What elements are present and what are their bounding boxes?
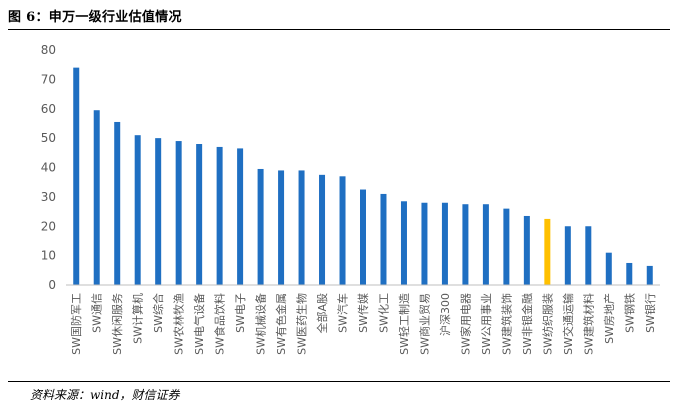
x-tick-label: SW建筑装饰 bbox=[499, 293, 513, 355]
bar bbox=[421, 202, 428, 285]
bar bbox=[400, 201, 407, 285]
x-tick-label: SW非银金融 bbox=[520, 293, 534, 355]
x-tick-label: SW农林牧渔 bbox=[172, 293, 186, 355]
top-rule bbox=[8, 29, 670, 30]
x-tick-label: SW食品饮料 bbox=[213, 293, 227, 355]
x-tick-label: SW商业贸易 bbox=[417, 293, 431, 355]
y-tick-label: 20 bbox=[41, 219, 56, 233]
x-tick-label: 全部A股 bbox=[315, 293, 329, 334]
bar bbox=[523, 215, 530, 285]
x-tick-label: SW通信 bbox=[91, 293, 104, 333]
bar bbox=[278, 170, 285, 285]
x-tick-label: SW交通运输 bbox=[561, 293, 575, 355]
bar bbox=[605, 252, 612, 285]
bar bbox=[626, 262, 633, 285]
y-tick-label: 70 bbox=[41, 72, 56, 86]
bar bbox=[216, 146, 223, 285]
x-tick-label: SW汽车 bbox=[336, 293, 350, 333]
bar bbox=[175, 141, 182, 285]
y-tick-label: 0 bbox=[48, 278, 56, 292]
bar bbox=[441, 202, 448, 285]
bar bbox=[482, 204, 489, 285]
bar bbox=[237, 148, 244, 285]
bar bbox=[73, 67, 80, 286]
bottom-rule bbox=[8, 381, 670, 382]
y-tick-label: 10 bbox=[41, 249, 56, 263]
bars-group bbox=[73, 67, 653, 286]
bar bbox=[134, 135, 141, 285]
x-tick-label: SW银行 bbox=[643, 293, 657, 333]
y-tick-label: 50 bbox=[41, 131, 56, 145]
figure-header: 图 6：申万一级行业估值情况 bbox=[8, 6, 670, 28]
bar bbox=[339, 176, 346, 285]
bar bbox=[257, 168, 264, 285]
y-tick-label: 30 bbox=[41, 190, 56, 204]
bar bbox=[462, 204, 469, 285]
x-tick-label: SW传媒 bbox=[357, 293, 370, 333]
x-tick-label: SW电子 bbox=[234, 293, 247, 333]
x-tick-label: SW综合 bbox=[151, 293, 165, 333]
y-tick-label: 40 bbox=[41, 161, 56, 175]
x-tick-label: SW国防军工 bbox=[69, 293, 83, 355]
y-axis: 0 10 20 30 40 50 60 70 80 bbox=[41, 43, 56, 292]
bar bbox=[564, 226, 571, 285]
x-tick-label: SW机械设备 bbox=[254, 293, 268, 355]
bar bbox=[360, 189, 366, 285]
bar bbox=[196, 144, 203, 285]
source-note: 资料来源：wind，财信证券 bbox=[30, 388, 180, 402]
x-tick-label: SW休闲服务 bbox=[110, 293, 124, 355]
x-tick-label: SW医药生物 bbox=[295, 293, 309, 355]
bar bbox=[585, 226, 592, 285]
x-tick-label: SW纺织服装 bbox=[540, 293, 554, 355]
bar bbox=[93, 110, 100, 285]
bar bbox=[319, 174, 326, 285]
x-tick-label: SW计算机 bbox=[131, 293, 145, 344]
x-tick-label: SW化工 bbox=[376, 293, 390, 333]
x-tick-label: 沪深300 bbox=[438, 293, 452, 336]
x-tick-label: SW有色金属 bbox=[274, 293, 288, 355]
x-axis-labels: SW国防军工 SW通信 SW休闲服务 SW计算机 SW综合 SW农林牧渔 SW电气设备 SW食… bbox=[69, 293, 657, 355]
bar bbox=[380, 193, 387, 285]
bar bbox=[544, 218, 551, 285]
bar bbox=[155, 138, 162, 286]
y-tick-label: 60 bbox=[41, 102, 56, 116]
bar bbox=[114, 121, 121, 285]
bar bbox=[646, 265, 653, 285]
bar bbox=[503, 208, 510, 286]
x-tick-label: SW钢铁 bbox=[623, 293, 636, 333]
x-tick-label: SW家用电器 bbox=[458, 293, 472, 355]
x-tick-label: SW公用事业 bbox=[480, 293, 493, 355]
y-tick-label: 80 bbox=[41, 43, 56, 57]
bar bbox=[298, 170, 305, 285]
x-tick-label: SW房地产 bbox=[602, 293, 616, 344]
x-tick-label: SW轻工制造 bbox=[397, 293, 411, 355]
figure-title: 图 6：申万一级行业估值情况 bbox=[8, 10, 182, 25]
x-tick-label: SW电气设备 bbox=[192, 293, 206, 355]
x-tick-label: SW建筑材料 bbox=[581, 293, 595, 355]
